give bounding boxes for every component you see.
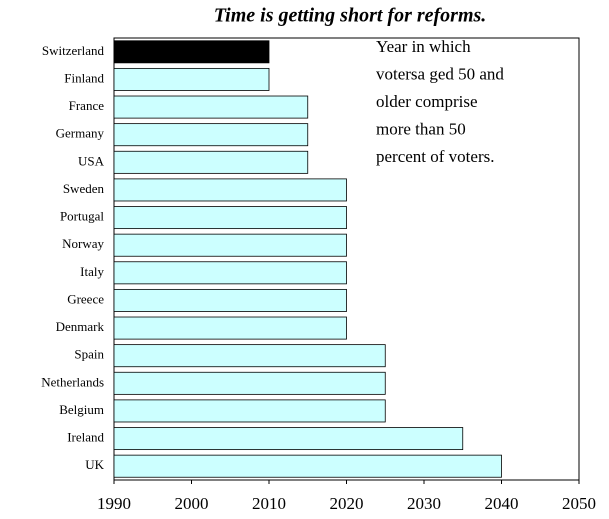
annotation: more than 50: [376, 119, 466, 138]
y-tick-label: Norway: [62, 236, 104, 251]
y-tick-label: Denmark: [56, 319, 105, 334]
chart-title: Time is getting short for reforms.: [214, 5, 487, 27]
y-tick-label: Spain: [74, 347, 104, 362]
bar: [113, 454, 502, 478]
bar: [113, 261, 347, 285]
bar: [113, 427, 464, 451]
y-tick-label: Belgium: [59, 402, 104, 417]
y-tick-label: UK: [85, 457, 104, 472]
annotation: Year in which: [376, 37, 471, 56]
x-tick-label: 2030: [407, 494, 441, 513]
y-tick-label: Greece: [67, 291, 104, 306]
bar: [113, 399, 386, 423]
y-tick-label: Finland: [64, 70, 104, 85]
y-tick-label: France: [69, 98, 105, 113]
bar: [113, 150, 309, 174]
annotation: older comprise: [376, 92, 478, 111]
y-tick-label: Sweden: [63, 181, 105, 196]
x-tick-label: 2050: [562, 494, 596, 513]
bar: [113, 123, 309, 147]
bar: [113, 316, 347, 340]
bar: [113, 67, 270, 91]
x-tick-label: 2040: [485, 494, 519, 513]
y-tick-label: Ireland: [67, 430, 104, 445]
bar: [113, 371, 386, 395]
annotation: percent of voters.: [376, 147, 494, 166]
y-tick-label: Germany: [56, 126, 105, 141]
bar: [113, 40, 270, 64]
annotation: votersa ged 50 and: [376, 64, 504, 83]
x-tick-label: 2020: [330, 494, 364, 513]
y-tick-label: Italy: [80, 264, 104, 279]
bar: [113, 233, 347, 257]
bar: [113, 288, 347, 312]
x-tick-label: 2000: [175, 494, 209, 513]
y-tick-label: Switzerland: [42, 43, 105, 58]
bar: [113, 178, 347, 202]
y-tick-label: Netherlands: [41, 374, 104, 389]
y-tick-label: USA: [78, 153, 105, 168]
x-tick-label: 1990: [97, 494, 131, 513]
bar: [113, 344, 386, 368]
y-tick-label: Portugal: [60, 209, 104, 224]
bar: [113, 95, 309, 119]
x-tick-label: 2010: [252, 494, 286, 513]
bar: [113, 206, 347, 230]
